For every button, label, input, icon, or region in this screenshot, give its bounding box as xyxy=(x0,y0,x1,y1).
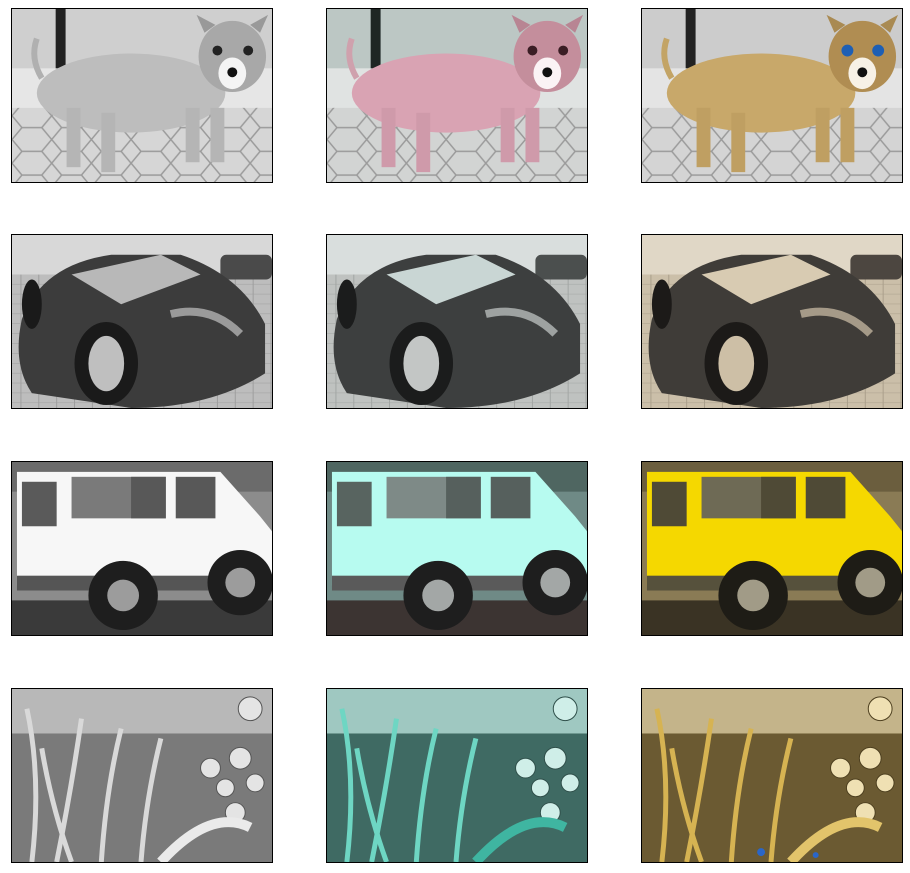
suv-image xyxy=(642,462,902,635)
tile-plants-teal xyxy=(326,688,588,863)
puppy-image xyxy=(642,9,902,182)
tile-puppy-pink xyxy=(326,8,588,183)
suv-image xyxy=(12,462,272,635)
tile-car-warm xyxy=(641,234,903,409)
tile-plants-gold xyxy=(641,688,903,863)
plants-image xyxy=(642,689,902,862)
puppy-image xyxy=(327,9,587,182)
tile-suv-grayscale xyxy=(11,461,273,636)
tile-puppy-grayscale xyxy=(11,8,273,183)
car-image xyxy=(642,235,902,408)
tile-puppy-color xyxy=(641,8,903,183)
car-image xyxy=(327,235,587,408)
puppy-image xyxy=(12,9,272,182)
tile-car-grayscale xyxy=(11,234,273,409)
tile-suv-cyan xyxy=(326,461,588,636)
tile-suv-yellow xyxy=(641,461,903,636)
tile-plants-grayscale xyxy=(11,688,273,863)
plants-image xyxy=(327,689,587,862)
suv-image xyxy=(327,462,587,635)
plants-image xyxy=(12,689,272,862)
tile-car-cool xyxy=(326,234,588,409)
car-image xyxy=(12,235,272,408)
